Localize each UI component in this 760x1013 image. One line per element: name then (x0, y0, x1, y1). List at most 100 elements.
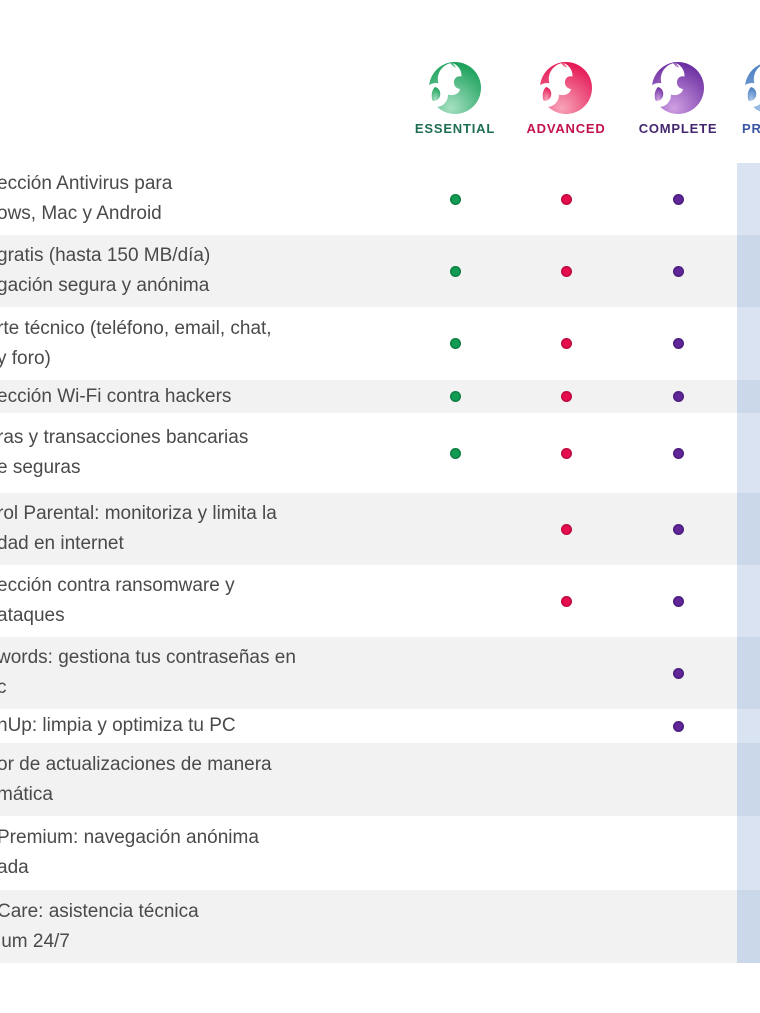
premium-column-strip (737, 890, 760, 963)
premium-column-strip (737, 493, 760, 565)
feature-label: rte técnico (teléfono, email, chat, y fo… (0, 314, 410, 374)
premium-column-strip (737, 637, 760, 709)
feature-label-line1: ección contra ransomware y (0, 575, 235, 596)
included-dot (449, 447, 461, 459)
included-dot (672, 447, 684, 459)
feature-label: ección contra ransomware y ataques (0, 571, 410, 631)
included-dot (672, 720, 684, 732)
feature-row: Premium: navegación anónima ada (0, 816, 760, 890)
feature-row: ección contra ransomware y ataques (0, 565, 760, 637)
included-dot (672, 265, 684, 277)
feature-label: Premium: navegación anónima ada (0, 823, 410, 883)
cell-essential (410, 307, 500, 380)
cell-essential (410, 235, 500, 307)
feature-label: ección Wi-Fi contra hackers (0, 382, 410, 412)
feature-row: ección Antivirus para ows, Mac y Android (0, 163, 760, 235)
cell-complete (633, 493, 723, 565)
premium-column-strip (737, 307, 760, 380)
feature-label-line2: c (0, 677, 7, 698)
premium-panda-logo-icon (740, 62, 760, 114)
included-dot (560, 193, 572, 205)
cell-complete (633, 307, 723, 380)
feature-label-line1: ras y transacciones bancarias (0, 427, 249, 448)
feature-label-line1: rte técnico (teléfono, email, chat, (0, 317, 272, 339)
feature-label-line1: Premium: navegación anónima (0, 827, 259, 848)
complete-panda-logo-icon (647, 62, 704, 114)
feature-label: ección Antivirus para ows, Mac y Android (0, 169, 410, 229)
cell-complete (633, 637, 723, 709)
feature-label-line2: ataques (0, 605, 65, 626)
feature-label-line1: nUp: limpia y optimiza tu PC (0, 715, 236, 736)
advanced-panda-logo-icon (535, 62, 592, 114)
feature-row: gratis (hasta 150 MB/día) gación segura … (0, 235, 760, 307)
feature-row: ras y transacciones bancarias e seguras (0, 413, 760, 493)
comparison-table: ección Antivirus para ows, Mac y Android… (0, 163, 760, 963)
feature-label-line1: words: gestiona tus contraseñas en (0, 647, 296, 668)
cell-essential (410, 816, 500, 890)
feature-label-line2: e seguras (0, 457, 81, 478)
cell-complete (633, 163, 723, 235)
plan-name-essential: ESSENTIAL (414, 121, 496, 136)
included-dot (672, 193, 684, 205)
plan-name-complete: COMPLETE (638, 121, 718, 136)
plan-header-complete[interactable]: COMPLETE (633, 0, 723, 136)
cell-complete (633, 709, 723, 743)
cell-essential (410, 163, 500, 235)
feature-label-line2: ows, Mac y Android (0, 203, 162, 224)
cell-advanced (521, 163, 611, 235)
premium-column-strip (737, 235, 760, 307)
plan-header-advanced[interactable]: ADVANCED (521, 0, 611, 136)
plan-name-advanced: ADVANCED (526, 121, 606, 136)
cell-advanced (521, 709, 611, 743)
plan-header-essential[interactable]: ESSENTIAL (410, 0, 500, 136)
cell-complete (633, 816, 723, 890)
feature-label-line1: ección Wi-Fi contra hackers (0, 385, 232, 407)
included-dot (672, 391, 684, 402)
plan-name-premium: PREMIUM (742, 121, 760, 136)
premium-column-strip (737, 743, 760, 816)
feature-row: or de actualizaciones de manera mática (0, 743, 760, 816)
essential-panda-logo-icon (424, 62, 481, 114)
premium-column-strip (737, 380, 760, 413)
feature-label: nUp: limpia y optimiza tu PC (0, 711, 410, 741)
included-dot (449, 265, 461, 277)
cell-essential (410, 709, 500, 743)
cell-advanced (521, 307, 611, 380)
cell-complete (633, 380, 723, 413)
included-dot (560, 338, 572, 349)
premium-column-strip (737, 709, 760, 743)
cell-essential (410, 890, 500, 963)
included-dot (672, 523, 684, 535)
feature-row: ección Wi-Fi contra hackers (0, 380, 760, 413)
cell-advanced (521, 380, 611, 413)
cell-complete (633, 890, 723, 963)
cell-advanced (521, 493, 611, 565)
included-dot (560, 265, 572, 277)
cell-advanced (521, 235, 611, 307)
feature-label-line2: ium 24/7 (0, 930, 70, 952)
cell-advanced (521, 890, 611, 963)
cell-essential (410, 565, 500, 637)
feature-row: rte técnico (teléfono, email, chat, y fo… (0, 307, 760, 380)
feature-label-line2: dad en internet (0, 533, 124, 554)
included-dot (672, 338, 684, 349)
cell-advanced (521, 565, 611, 637)
included-dot (560, 523, 572, 535)
cell-complete (633, 743, 723, 816)
included-dot (560, 447, 572, 459)
plans-header: ESSENTIAL ADVANCED (0, 0, 760, 163)
feature-label-line2: gación segura y anónima (0, 275, 210, 296)
premium-column-strip (737, 163, 760, 235)
plan-header-premium[interactable]: PREMIUM (737, 0, 760, 136)
feature-label: ras y transacciones bancarias e seguras (0, 423, 410, 483)
cell-advanced (521, 816, 611, 890)
cell-essential (410, 413, 500, 493)
cell-essential (410, 380, 500, 413)
premium-column-strip (737, 565, 760, 637)
cell-complete (633, 565, 723, 637)
included-dot (449, 193, 461, 205)
included-dot (672, 667, 684, 679)
feature-label-line1: or de actualizaciones de manera (0, 753, 272, 775)
included-dot (672, 595, 684, 607)
